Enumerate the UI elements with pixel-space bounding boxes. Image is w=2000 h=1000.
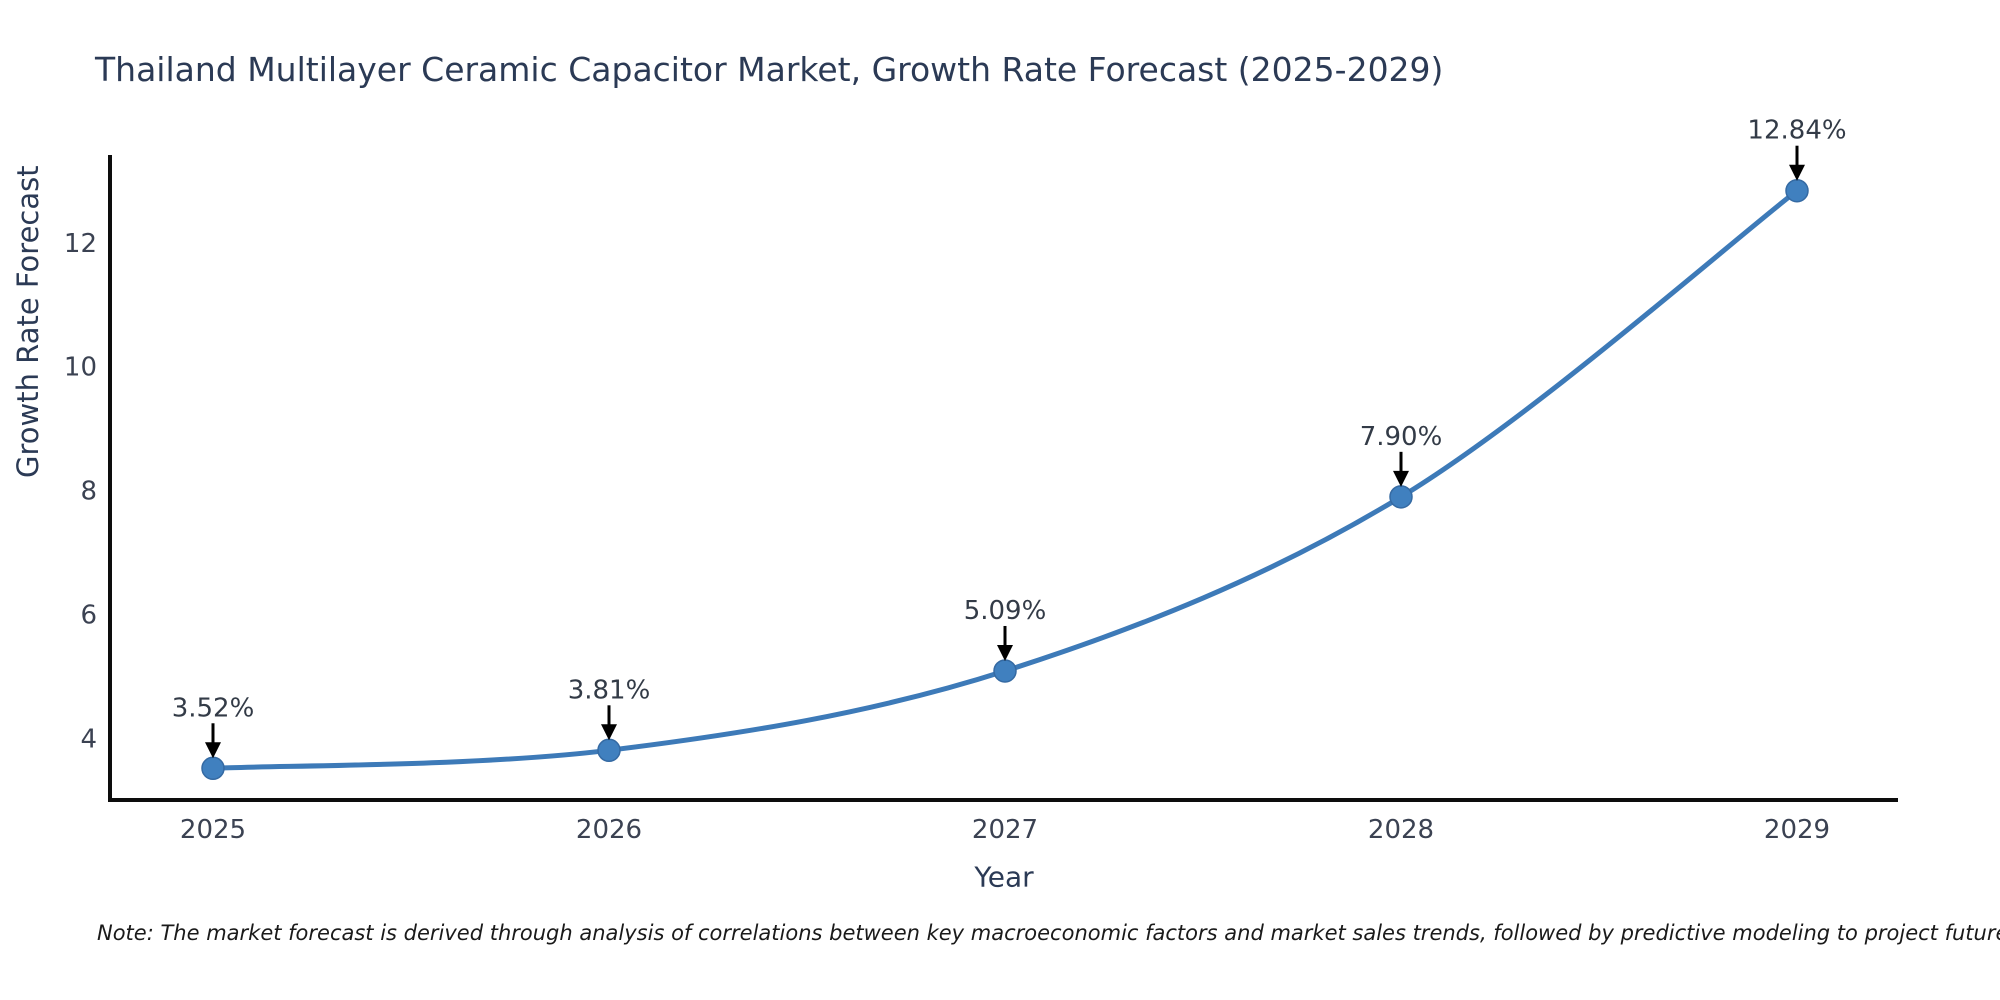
y-tick-label: 8 <box>80 477 97 507</box>
point-value-label: 3.81% <box>568 675 651 705</box>
x-axis-title: Year <box>974 860 1034 894</box>
annotation-arrowhead-icon <box>601 724 617 741</box>
x-tick-label: 2027 <box>972 815 1038 845</box>
point-value-label: 12.84% <box>1747 116 1846 146</box>
point-value-label: 7.90% <box>1360 422 1443 452</box>
x-tick-label: 2029 <box>1764 815 1830 845</box>
x-tick-label: 2025 <box>180 815 246 845</box>
data-point-marker <box>597 738 621 763</box>
chart-title: Thailand Multilayer Ceramic Capacitor Ma… <box>95 50 1444 89</box>
y-tick-label: 4 <box>80 725 97 755</box>
data-point-marker <box>1389 485 1413 509</box>
data-point-marker <box>201 756 225 781</box>
point-value-label: 5.09% <box>964 596 1047 626</box>
annotation-arrowhead-icon <box>1393 470 1409 487</box>
annotation-arrowhead-icon <box>205 742 221 759</box>
annotation-arrowhead-icon <box>997 644 1013 661</box>
data-points <box>201 178 1809 781</box>
point-annotations: 3.52% 3.81% 5.09% 7.90% 12.84% <box>172 116 1847 759</box>
y-axis-tick-labels: 4 6 8 10 12 <box>64 229 97 755</box>
y-tick-label: 12 <box>64 229 97 259</box>
y-tick-label: 10 <box>64 353 97 383</box>
x-axis-tick-labels: 2025 2026 2027 2028 2029 <box>180 815 1830 845</box>
x-tick-label: 2026 <box>576 815 642 845</box>
annotation-arrowhead-icon <box>1789 164 1805 181</box>
footnote: Note: The market forecast is derived thr… <box>97 921 2000 945</box>
point-value-label: 3.52% <box>172 693 255 723</box>
y-tick-label: 6 <box>80 601 97 631</box>
data-point-marker <box>1785 178 1809 203</box>
data-point-marker <box>993 659 1017 683</box>
x-tick-label: 2028 <box>1368 815 1434 845</box>
